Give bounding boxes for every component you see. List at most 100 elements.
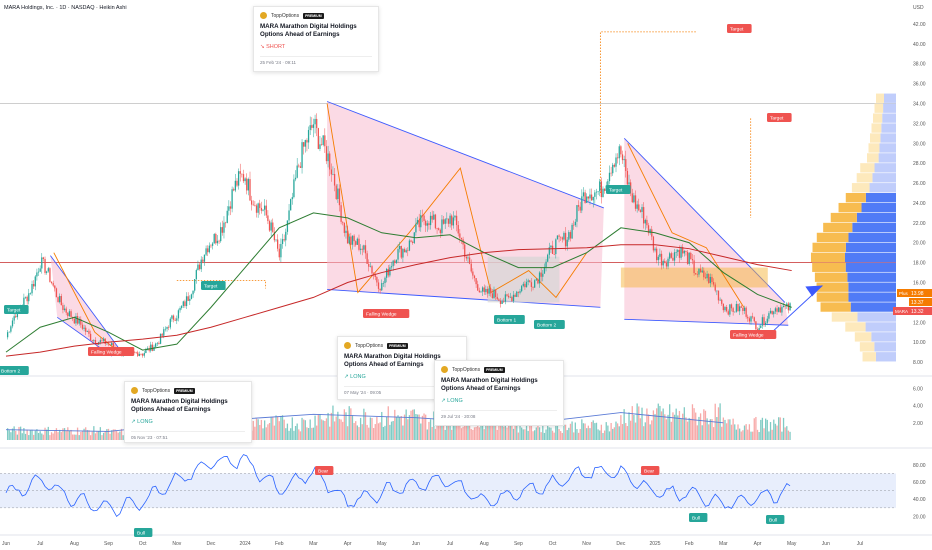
candle-body[interactable] — [218, 240, 220, 242]
candle-body[interactable] — [294, 177, 297, 180]
candle-body[interactable] — [355, 241, 357, 245]
candle-body[interactable] — [267, 215, 269, 222]
candle-body[interactable] — [501, 301, 503, 304]
candle-body[interactable] — [194, 279, 196, 291]
candle-body[interactable] — [738, 306, 741, 312]
candle-body[interactable] — [618, 146, 620, 159]
candle-body[interactable] — [468, 257, 471, 264]
candle-body[interactable] — [594, 192, 596, 197]
candle-body[interactable] — [464, 244, 466, 257]
candle-body[interactable] — [36, 272, 38, 277]
candle-body[interactable] — [514, 294, 516, 297]
candle-body[interactable] — [192, 290, 194, 295]
candle-body[interactable] — [507, 295, 510, 298]
candle-body[interactable] — [659, 253, 661, 257]
candle-body[interactable] — [288, 210, 290, 221]
candle-body[interactable] — [620, 146, 622, 155]
candle-body[interactable] — [740, 306, 742, 308]
candle-body[interactable] — [155, 343, 157, 347]
candle-body[interactable] — [141, 354, 144, 356]
candle-body[interactable] — [351, 235, 354, 245]
candle-body[interactable] — [224, 222, 227, 224]
candle-body[interactable] — [615, 157, 617, 167]
candle-body[interactable] — [537, 279, 539, 284]
candle-body[interactable] — [595, 191, 598, 193]
candle-body[interactable] — [730, 304, 733, 309]
candle-body[interactable] — [184, 301, 186, 307]
candle-body[interactable] — [254, 205, 256, 206]
candle-body[interactable] — [343, 222, 345, 233]
candle-body[interactable] — [415, 223, 417, 233]
candle-body[interactable] — [429, 215, 432, 226]
candle-body[interactable] — [151, 344, 154, 351]
candle-body[interactable] — [67, 312, 69, 317]
candle-body[interactable] — [732, 308, 734, 313]
idea-card-long-nov23[interactable]: ToppOptions PREMIUM MARA Marathon Digital… — [124, 381, 252, 443]
idea-card-short[interactable]: ToppOptions PREMIUM MARA Marathon Digital… — [253, 6, 379, 72]
candle-body[interactable] — [712, 282, 715, 285]
candle-body[interactable] — [379, 288, 381, 291]
candle-body[interactable] — [597, 191, 599, 192]
candle-body[interactable] — [490, 288, 492, 294]
candle-body[interactable] — [641, 207, 643, 212]
candle-body[interactable] — [498, 299, 500, 301]
candle-body[interactable] — [750, 316, 752, 322]
candle-body[interactable] — [70, 311, 72, 318]
candle-body[interactable] — [592, 196, 594, 201]
candle-body[interactable] — [771, 310, 773, 315]
candle-body[interactable] — [577, 205, 580, 207]
candle-body[interactable] — [748, 318, 751, 322]
candle-body[interactable] — [377, 282, 380, 289]
idea-card-long-jul24[interactable]: ToppOptions PREMIUM MARA Marathon Digital… — [434, 360, 564, 426]
candle-body[interactable] — [483, 287, 485, 293]
candle-body[interactable] — [670, 253, 672, 258]
candle-body[interactable] — [42, 257, 45, 259]
candle-body[interactable] — [303, 142, 305, 147]
candle-body[interactable] — [599, 181, 601, 192]
candle-body[interactable] — [706, 273, 708, 279]
candle-body[interactable] — [384, 277, 386, 284]
candle-body[interactable] — [208, 245, 210, 253]
candle-body[interactable] — [717, 290, 720, 301]
candle-body[interactable] — [579, 206, 581, 211]
candle-body[interactable] — [550, 245, 552, 248]
candle-body[interactable] — [656, 248, 658, 261]
candle-body[interactable] — [628, 182, 630, 185]
candle-body[interactable] — [654, 248, 656, 251]
candle-body[interactable] — [324, 135, 326, 147]
candle-body[interactable] — [551, 245, 554, 255]
candle-body[interactable] — [325, 146, 328, 162]
candle-body[interactable] — [24, 296, 27, 298]
candle-body[interactable] — [459, 233, 461, 238]
candle-body[interactable] — [545, 261, 547, 268]
candle-body[interactable] — [613, 164, 616, 167]
candle-body[interactable] — [285, 231, 287, 241]
candle-body[interactable] — [272, 222, 274, 232]
candle-body[interactable] — [766, 318, 768, 323]
candle-body[interactable] — [493, 289, 495, 298]
candle-body[interactable] — [342, 221, 344, 223]
candle-body[interactable] — [621, 154, 624, 161]
candle-body[interactable] — [322, 135, 324, 145]
candle-body[interactable] — [358, 238, 360, 250]
candle-body[interactable] — [364, 245, 367, 254]
candle-body[interactable] — [722, 303, 725, 311]
candle-body[interactable] — [94, 340, 97, 344]
candle-body[interactable] — [449, 215, 451, 224]
candle-body[interactable] — [46, 271, 48, 273]
candle-body[interactable] — [229, 206, 232, 209]
candle-body[interactable] — [13, 316, 15, 321]
candle-body[interactable] — [690, 252, 692, 260]
candle-body[interactable] — [330, 169, 332, 175]
candle-body[interactable] — [172, 315, 175, 320]
candle-body[interactable] — [667, 258, 669, 267]
candle-body[interactable] — [782, 305, 785, 308]
candle-body[interactable] — [494, 289, 497, 297]
candle-body[interactable] — [629, 182, 632, 194]
candle-body[interactable] — [421, 215, 424, 216]
candle-body[interactable] — [610, 172, 612, 174]
candle-body[interactable] — [426, 223, 428, 226]
candle-body[interactable] — [338, 188, 341, 206]
candles[interactable] — [6, 113, 791, 358]
candle-body[interactable] — [480, 291, 482, 293]
